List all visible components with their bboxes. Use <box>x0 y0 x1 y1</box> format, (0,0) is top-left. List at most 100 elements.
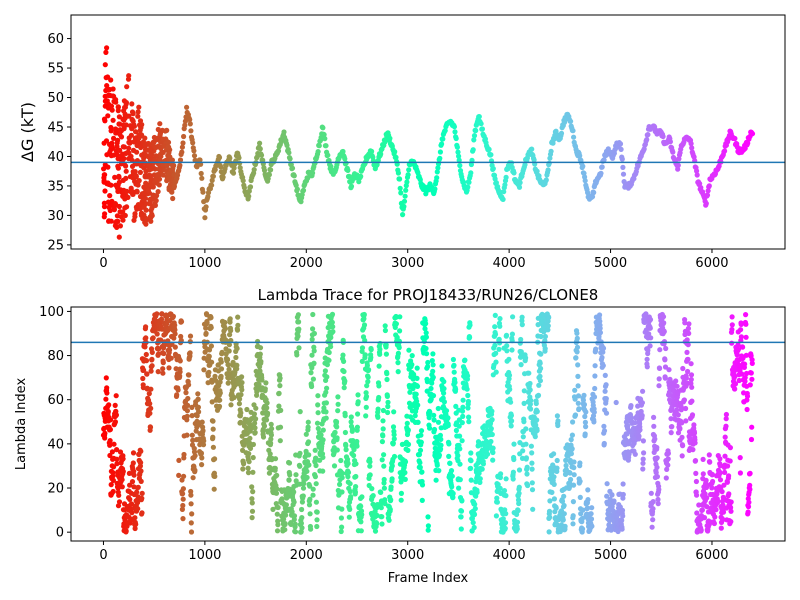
data-point <box>568 476 574 483</box>
data-point <box>571 465 577 471</box>
data-point <box>189 511 195 517</box>
data-point <box>650 517 656 523</box>
data-point <box>743 334 749 340</box>
data-point <box>693 478 700 485</box>
data-point <box>503 332 510 338</box>
data-point <box>329 319 335 325</box>
data-point <box>384 393 390 399</box>
data-point <box>177 358 183 364</box>
y-tick-label: 40 <box>47 437 64 452</box>
data-point <box>554 457 560 464</box>
data-point <box>737 470 744 476</box>
data-point <box>186 372 192 378</box>
data-point <box>176 472 182 478</box>
data-point <box>525 482 531 489</box>
data-point <box>570 521 576 527</box>
data-point <box>188 529 195 535</box>
data-point <box>583 409 589 415</box>
data-point <box>376 363 382 369</box>
data-point <box>191 148 197 154</box>
data-point <box>391 409 397 415</box>
data-point <box>423 321 429 327</box>
data-point <box>114 447 120 453</box>
data-point <box>351 452 357 459</box>
data-point <box>445 422 451 429</box>
data-point <box>430 362 436 368</box>
data-point <box>345 167 351 173</box>
data-point <box>129 101 135 107</box>
data-point <box>287 156 293 162</box>
data-point <box>293 478 299 484</box>
data-point <box>180 491 186 497</box>
data-point <box>457 162 463 169</box>
data-point <box>250 469 256 475</box>
data-point <box>184 432 190 438</box>
data-point <box>693 470 699 476</box>
data-point <box>359 345 366 351</box>
data-point <box>272 456 279 462</box>
data-point <box>259 377 265 383</box>
data-point <box>154 311 160 317</box>
data-point <box>591 394 598 400</box>
data-point <box>332 429 338 436</box>
data-point <box>323 143 329 149</box>
data-point <box>129 163 136 169</box>
data-point <box>125 149 131 155</box>
data-point <box>464 386 470 392</box>
data-point <box>139 495 145 501</box>
data-point <box>300 187 307 193</box>
data-point <box>260 434 267 440</box>
data-point <box>292 521 298 527</box>
data-point <box>402 476 408 482</box>
data-point <box>645 132 651 138</box>
data-point <box>424 351 430 357</box>
data-point <box>569 432 576 438</box>
data-point <box>434 175 440 181</box>
data-point <box>703 200 709 207</box>
data-point <box>396 345 402 351</box>
data-point <box>225 357 231 363</box>
data-point <box>286 150 292 156</box>
data-point <box>150 335 156 341</box>
data-point <box>160 162 166 168</box>
data-point <box>218 164 224 170</box>
data-point <box>382 323 388 329</box>
data-point <box>748 370 754 376</box>
data-point <box>348 414 354 420</box>
data-point <box>172 344 178 350</box>
data-point <box>208 343 214 349</box>
data-point <box>262 386 268 392</box>
data-point <box>120 116 126 122</box>
data-point <box>375 414 381 420</box>
data-point <box>205 193 211 200</box>
data-point <box>120 456 126 462</box>
data-point <box>108 218 114 224</box>
data-point <box>379 521 385 527</box>
data-point <box>188 501 194 507</box>
data-point <box>602 372 608 378</box>
data-point <box>326 357 332 363</box>
data-point <box>367 472 373 478</box>
data-point <box>523 426 529 432</box>
data-point <box>313 499 319 505</box>
data-point <box>361 322 368 328</box>
data-point <box>135 113 141 119</box>
data-point <box>354 438 360 445</box>
data-point <box>424 379 430 385</box>
data-point <box>245 470 252 476</box>
data-point <box>452 129 458 135</box>
data-point <box>665 462 671 468</box>
data-point <box>190 437 196 443</box>
data-point <box>647 317 654 323</box>
data-point <box>141 367 147 373</box>
data-point <box>104 152 110 158</box>
data-point <box>171 183 177 190</box>
data-point <box>686 321 692 327</box>
data-point <box>269 426 275 432</box>
data-point <box>105 408 111 415</box>
data-point <box>227 332 233 338</box>
data-point <box>121 144 127 150</box>
data-point <box>126 139 132 145</box>
data-point <box>588 516 595 522</box>
data-point <box>187 350 193 356</box>
